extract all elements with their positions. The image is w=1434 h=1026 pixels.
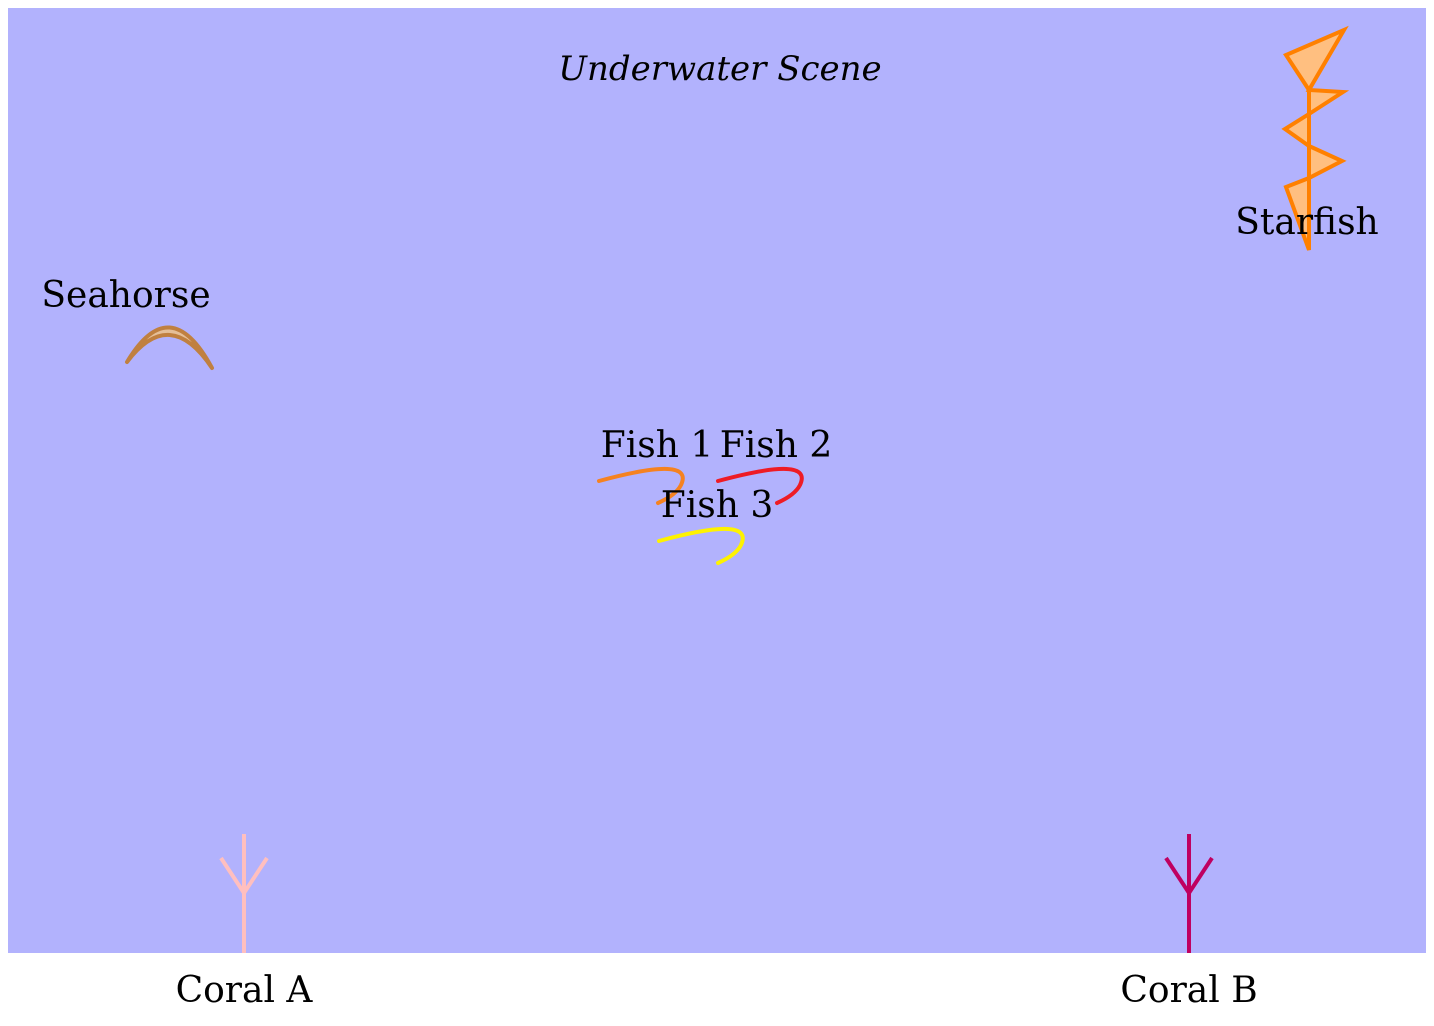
starfish-label: Starfish [1235,202,1378,243]
seahorse: Seahorse [41,275,214,370]
seahorse-label: Seahorse [41,275,210,316]
fish-2-shape [716,466,804,505]
coral-b: Coral B [1120,834,1258,1011]
coral-a-label: Coral A [176,970,314,1011]
fish-3: Fish 3 [657,485,774,565]
fish-1-shape [597,466,685,505]
fish-2-label: Fish 2 [720,425,833,466]
fish-3-label: Fish 3 [661,485,774,526]
seahorse-shape [125,325,214,370]
coral-b-label: Coral B [1120,970,1257,1011]
fish-1: Fish 1 [597,425,714,505]
starfish: Starfish [1235,25,1379,251]
starfish-shape [1281,25,1350,251]
scene-title: Underwater Scene [558,49,881,89]
coral-a-shape [219,834,269,953]
fish-1-label: Fish 1 [601,425,714,466]
fish-3-shape [657,526,745,565]
fish-2: Fish 2 [716,425,833,505]
coral-b-shape [1164,834,1214,953]
coral-a: Coral A [176,834,314,1011]
